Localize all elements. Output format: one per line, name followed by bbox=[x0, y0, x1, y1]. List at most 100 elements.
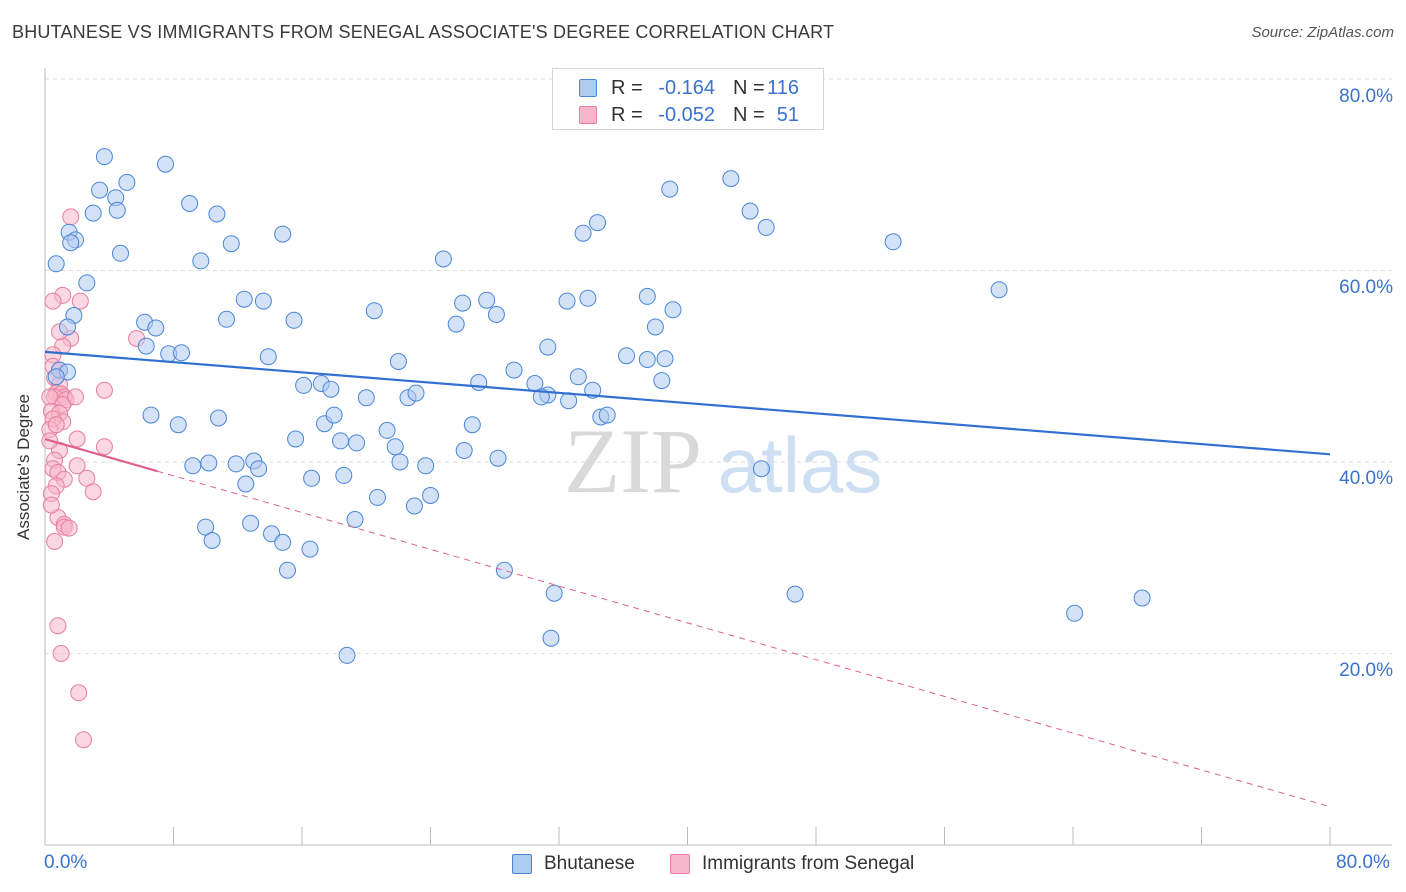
legend-swatch-pink bbox=[579, 106, 597, 124]
data-point-senegal bbox=[68, 430, 86, 448]
data-point-bhutanese bbox=[495, 561, 513, 579]
data-point-bhutanese bbox=[589, 214, 606, 232]
y-tick-60: 60.0% bbox=[1339, 277, 1393, 298]
series-immigrants-from-senegal bbox=[41, 208, 146, 749]
data-point-bhutanese bbox=[365, 302, 383, 320]
gridlines bbox=[45, 78, 1392, 654]
data-point-bhutanese bbox=[722, 170, 740, 188]
legend-swatch-blue bbox=[579, 79, 597, 97]
data-point-bhutanese bbox=[434, 250, 452, 268]
data-point-bhutanese bbox=[786, 585, 804, 603]
data-point-senegal bbox=[46, 533, 64, 550]
data-point-bhutanese bbox=[470, 374, 488, 391]
data-point-bhutanese bbox=[259, 348, 277, 366]
data-point-bhutanese bbox=[263, 525, 280, 543]
data-point-bhutanese bbox=[569, 368, 587, 386]
data-point-bhutanese bbox=[227, 455, 245, 473]
data-point-bhutanese bbox=[237, 475, 255, 493]
data-point-bhutanese bbox=[1066, 604, 1084, 622]
data-point-bhutanese bbox=[181, 195, 199, 212]
data-point-bhutanese bbox=[62, 234, 80, 252]
watermark-atlas: atlas bbox=[718, 421, 883, 509]
data-point-bhutanese bbox=[378, 421, 396, 439]
r-value: -0.052 bbox=[658, 104, 715, 126]
series-legend: Bhutanese Immigrants from Senegal bbox=[0, 852, 1406, 878]
data-point-bhutanese bbox=[638, 351, 656, 368]
data-point-bhutanese bbox=[250, 460, 268, 478]
n-label: N = bbox=[733, 77, 765, 99]
data-point-bhutanese bbox=[455, 442, 473, 459]
watermark: ZIP atlas bbox=[564, 410, 882, 512]
data-point-senegal bbox=[49, 617, 67, 635]
data-point-senegal bbox=[75, 731, 92, 749]
data-point-bhutanese bbox=[542, 629, 560, 647]
data-point-bhutanese bbox=[661, 180, 679, 198]
data-point-bhutanese bbox=[173, 344, 190, 362]
data-point-bhutanese bbox=[137, 337, 155, 355]
data-point-bhutanese bbox=[322, 380, 340, 398]
data-point-bhutanese bbox=[95, 148, 113, 166]
data-point-bhutanese bbox=[218, 310, 235, 328]
data-point-bhutanese bbox=[108, 201, 126, 219]
data-point-bhutanese bbox=[157, 155, 174, 173]
data-point-bhutanese bbox=[389, 353, 407, 370]
data-point-bhutanese bbox=[84, 204, 102, 222]
data-point-bhutanese bbox=[653, 372, 671, 390]
data-point-bhutanese bbox=[285, 311, 303, 329]
data-point-bhutanese bbox=[545, 584, 563, 602]
data-point-bhutanese bbox=[325, 406, 343, 424]
n-label: N = bbox=[733, 104, 765, 126]
data-point-bhutanese bbox=[752, 460, 770, 478]
data-point-bhutanese bbox=[646, 318, 664, 336]
data-point-senegal bbox=[95, 438, 113, 456]
data-point-bhutanese bbox=[386, 438, 404, 456]
data-point-bhutanese bbox=[295, 376, 313, 394]
data-point-bhutanese bbox=[112, 244, 129, 262]
data-point-bhutanese bbox=[532, 388, 550, 406]
y-axis-label: Associate's Degree bbox=[14, 394, 33, 540]
data-point-bhutanese bbox=[279, 561, 296, 579]
data-point-bhutanese bbox=[335, 466, 353, 484]
data-point-senegal bbox=[42, 496, 60, 514]
data-point-bhutanese bbox=[478, 291, 496, 309]
x-tick-80: 80.0% bbox=[1336, 852, 1390, 873]
data-point-bhutanese bbox=[487, 306, 505, 323]
data-point-bhutanese bbox=[192, 252, 210, 270]
stats-row-bhutanese: R = -0.164 N = 116 bbox=[553, 75, 823, 101]
data-point-bhutanese bbox=[741, 202, 759, 220]
data-point-bhutanese bbox=[417, 457, 435, 475]
r-value: -0.164 bbox=[658, 77, 715, 99]
legend-swatch-blue bbox=[512, 854, 532, 874]
data-point-bhutanese bbox=[447, 315, 465, 333]
data-point-bhutanese bbox=[47, 255, 65, 273]
stats-row-senegal: R = -0.052 N = 51 bbox=[553, 102, 823, 128]
data-point-bhutanese bbox=[598, 406, 616, 424]
data-point-bhutanese bbox=[463, 416, 481, 434]
data-point-senegal bbox=[62, 208, 80, 226]
data-point-bhutanese bbox=[579, 289, 597, 307]
data-point-bhutanese bbox=[656, 350, 674, 368]
trend-line-bhutanese bbox=[44, 350, 1331, 456]
data-point-bhutanese bbox=[391, 453, 409, 471]
data-point-senegal bbox=[67, 388, 84, 406]
series-bhutanese bbox=[47, 148, 1151, 664]
chart-title: BHUTANESE VS IMMIGRANTS FROM SENEGAL ASS… bbox=[12, 22, 835, 42]
data-point-bhutanese bbox=[142, 406, 160, 424]
trend-line-senegal-solid bbox=[44, 437, 158, 473]
y-axis-label-wrap: Associate's Degree bbox=[14, 394, 34, 540]
data-point-bhutanese bbox=[287, 430, 305, 448]
data-point-bhutanese bbox=[59, 318, 76, 336]
data-point-senegal bbox=[44, 292, 62, 310]
data-point-bhutanese bbox=[539, 338, 557, 356]
data-point-bhutanese bbox=[489, 449, 507, 467]
data-point-senegal bbox=[71, 292, 89, 310]
legend-swatch-pink bbox=[670, 854, 690, 874]
data-point-bhutanese bbox=[574, 224, 592, 242]
data-point-bhutanese bbox=[303, 469, 321, 487]
data-point-bhutanese bbox=[169, 416, 187, 434]
data-point-bhutanese bbox=[118, 173, 136, 191]
data-point-bhutanese bbox=[558, 292, 576, 310]
source-label: Source: ZipAtlas.com bbox=[1251, 24, 1394, 41]
data-point-bhutanese bbox=[47, 368, 65, 386]
data-point-bhutanese bbox=[242, 514, 260, 532]
